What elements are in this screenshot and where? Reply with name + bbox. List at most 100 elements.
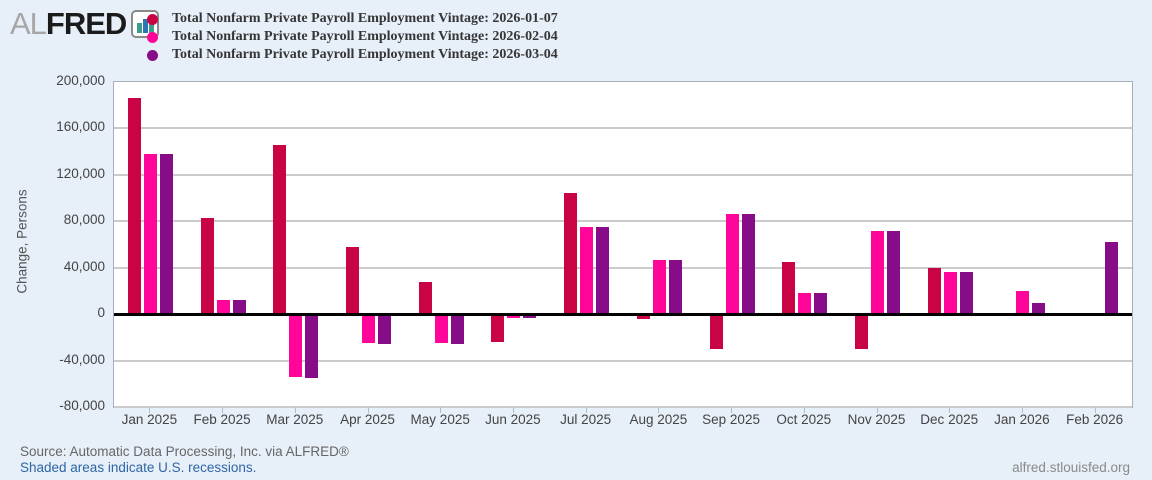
legend-dot-icon: [147, 31, 158, 43]
x-axis-tick-label: Feb 2025: [193, 412, 251, 427]
bar-nov-2025: [855, 314, 868, 349]
x-axis-tick-label: Apr 2025: [340, 412, 395, 427]
bar-jan-2025: [159, 153, 173, 315]
x-axis-tick-label: May 2025: [410, 412, 470, 427]
bar-feb-2025: [200, 217, 214, 315]
legend-label: Total Nonfarm Private Payroll Employment…: [172, 47, 558, 62]
bar-dec-2025: [927, 267, 941, 315]
y-axis-tick-label: -80,000: [59, 398, 105, 413]
x-axis-tick: [1094, 407, 1096, 413]
legend-item-vintage-2026-03-04: Total Nonfarm Private Payroll Employment…: [147, 46, 558, 64]
bar-feb-2025: [232, 300, 246, 315]
bar-sep-2025: [725, 214, 739, 315]
source-note: Source: Automatic Data Processing, Inc. …: [20, 444, 349, 459]
legend-label: Total Nonfarm Private Payroll Employment…: [172, 29, 558, 44]
bar-jun-2025: [491, 314, 505, 342]
x-axis-tick: [367, 407, 369, 413]
recessions-link[interactable]: Shaded areas indicate U.S. recessions.: [20, 460, 257, 475]
site-url: alfred.stlouisfed.org: [1012, 460, 1130, 475]
x-axis-tick-label: Jul 2025: [560, 412, 612, 427]
x-axis-tick-label: Jun 2025: [485, 412, 541, 427]
bar-mar-2025: [289, 314, 303, 377]
bar-sep-2025: [709, 314, 723, 349]
x-axis-tick: [803, 407, 805, 413]
x-axis-tick-label: Mar 2025: [266, 412, 324, 427]
bar-mar-2025: [305, 314, 319, 378]
bar-may-2025: [418, 281, 432, 315]
bar-jun-2025: [507, 314, 521, 318]
gridline: [114, 406, 1132, 408]
y-axis-tick-label: 160,000: [56, 119, 105, 135]
fred-icon-bar: [137, 22, 143, 33]
x-axis-tick: [949, 407, 951, 413]
zero-axis-line: [114, 312, 1132, 316]
y-axis-tick-label: 0: [97, 305, 105, 321]
gridline: [114, 220, 1132, 223]
gridline: [114, 266, 1132, 269]
x-axis-tick-label: Jan 2026: [994, 412, 1050, 427]
x-axis-tick: [876, 407, 878, 413]
x-axis-tick: [1021, 407, 1023, 413]
bar-jul-2025: [580, 227, 594, 315]
bar-jan-2026: [1032, 302, 1046, 315]
legend-item-vintage-2026-02-04: Total Nonfarm Private Payroll Employment…: [147, 28, 558, 46]
bar-mar-2025: [273, 144, 287, 315]
x-axis-tick-label: Nov 2025: [847, 412, 906, 427]
bar-oct-2025: [782, 261, 796, 315]
bar-jan-2025: [127, 98, 141, 315]
bar-apr-2025: [346, 246, 359, 315]
x-axis-tick-label: Dec 2025: [920, 412, 979, 427]
bar-nov-2025: [887, 230, 900, 315]
bar-apr-2025: [362, 314, 375, 344]
bar-nov-2025: [871, 230, 884, 315]
bar-apr-2025: [378, 314, 391, 345]
y-axis-tick-label: -40,000: [59, 351, 105, 367]
x-axis-tick: [149, 407, 151, 413]
x-axis-tick: [222, 407, 224, 413]
bar-feb-2026: [1105, 242, 1119, 315]
bar-jan-2026: [1016, 290, 1030, 315]
y-axis-tick-label: 40,000: [63, 258, 105, 274]
legend-dot-icon: [147, 13, 158, 25]
y-axis-tick-label: 200,000: [56, 73, 105, 88]
gridline: [114, 359, 1132, 362]
x-axis-tick: [440, 407, 442, 413]
bar-aug-2025: [652, 259, 666, 315]
bar-dec-2025: [943, 272, 957, 315]
bar-dec-2025: [959, 272, 973, 315]
bar-jan-2025: [143, 153, 157, 315]
x-axis-tick: [731, 407, 733, 413]
bar-jun-2025: [523, 314, 537, 318]
legend-item-vintage-2026-01-07: Total Nonfarm Private Payroll Employment…: [147, 10, 558, 28]
legend-dot-icon: [147, 49, 158, 61]
bar-feb-2025: [216, 300, 230, 315]
x-axis-tick: [294, 407, 296, 413]
bar-jul-2025: [564, 193, 578, 315]
chart-legend: Total Nonfarm Private Payroll Employment…: [147, 10, 558, 64]
plot-area: [113, 81, 1133, 408]
bar-aug-2025: [668, 259, 682, 315]
bar-aug-2025: [636, 314, 650, 319]
x-axis-tick-label: Sep 2025: [702, 412, 760, 427]
bar-may-2025: [450, 314, 464, 345]
fred-icon-bar: [143, 18, 149, 33]
x-axis-tick-label: Jan 2025: [121, 412, 178, 427]
gridline: [114, 127, 1132, 130]
y-axis-title: Change, Persons: [14, 189, 30, 294]
y-axis-tick-label: 120,000: [56, 165, 105, 181]
alfred-logo: AL FRED: [10, 6, 160, 41]
x-axis-tick: [658, 407, 660, 413]
x-axis-tick-label: Oct 2025: [776, 412, 832, 427]
bar-oct-2025: [798, 293, 812, 315]
legend-label: Total Nonfarm Private Payroll Employment…: [172, 11, 558, 26]
y-axis-tick-label: 80,000: [63, 212, 105, 228]
gridline: [114, 173, 1132, 176]
x-axis-tick: [512, 407, 514, 413]
bar-sep-2025: [741, 214, 755, 315]
bar-jul-2025: [596, 227, 610, 315]
alfred-logo-fred-text: FRED: [45, 6, 127, 41]
x-axis-tick: [585, 407, 587, 413]
alfred-logo-al-text: AL: [10, 6, 47, 41]
bar-oct-2025: [814, 293, 828, 315]
